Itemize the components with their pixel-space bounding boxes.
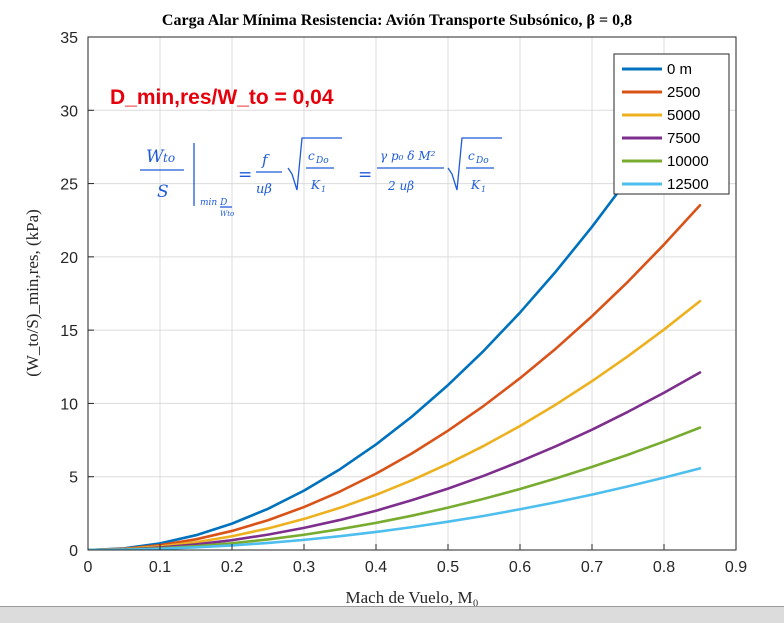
window-bottom-bar — [0, 606, 784, 623]
svg-text:1: 1 — [481, 185, 486, 194]
x-tick-label: 0.9 — [725, 559, 747, 576]
legend-box — [613, 53, 730, 195]
svg-text:c: c — [468, 149, 475, 163]
drag-ratio-annotation: D_min,res/W_to = 0,04 — [110, 86, 334, 109]
svg-text:K: K — [310, 178, 321, 192]
svg-text:f: f — [261, 151, 270, 169]
y-axis-ticks: 0 5 10 15 20 25 30 35 — [60, 30, 94, 560]
series-lines — [88, 72, 702, 550]
legend-label: 12500 — [667, 176, 709, 193]
x-tick-label: 0.8 — [653, 559, 675, 576]
x-tick-label: 0.4 — [365, 559, 387, 576]
x-tick-label: 0.1 — [149, 559, 171, 576]
svg-text:2 uβ: 2 uβ — [387, 179, 414, 193]
svg-text:to: to — [163, 151, 175, 165]
svg-text:=: = — [358, 165, 372, 185]
svg-text:γ p₀ δ M²: γ p₀ δ M² — [380, 149, 436, 163]
y-tick-label: 15 — [60, 323, 78, 340]
series-line-3 — [88, 371, 702, 550]
x-axis-label: Mach de Vuelo, M₀ — [345, 588, 478, 606]
svg-text:min D: min D — [200, 198, 227, 208]
svg-text:1: 1 — [321, 185, 326, 194]
y-tick-label: 0 — [69, 543, 78, 560]
svg-text:Do: Do — [315, 156, 329, 166]
x-tick-label: 0 — [84, 559, 93, 576]
y-tick-label: 10 — [60, 396, 78, 413]
legend-label: 2500 — [667, 84, 700, 101]
svg-text:Do: Do — [475, 156, 489, 166]
series-line-2 — [88, 299, 702, 550]
series-line-0 — [88, 72, 702, 550]
x-tick-label: 0.5 — [437, 559, 459, 576]
chart: Carga Alar Mínima Resistencia: Avión Tra… — [23, 12, 748, 607]
y-tick-label: 30 — [60, 103, 78, 120]
svg-text:c: c — [308, 149, 315, 163]
x-axis-ticks: 0 0.1 0.2 0.3 0.4 0.5 0.6 0.7 0.8 0.9 — [84, 544, 747, 576]
svg-text:Wto: Wto — [220, 210, 234, 218]
svg-text:W: W — [146, 147, 165, 167]
y-axis-label: (W_to/S)_min,res, (kPa) — [23, 209, 42, 377]
svg-text:S: S — [157, 182, 169, 202]
x-tick-label: 0.3 — [293, 559, 315, 576]
legend-label: 5000 — [667, 107, 700, 124]
svg-text:=: = — [238, 165, 252, 185]
legend-label: 10000 — [667, 153, 709, 170]
chart-title: Carga Alar Mínima Resistencia: Avión Tra… — [162, 12, 632, 29]
series-line-1 — [88, 203, 702, 550]
x-tick-label: 0.6 — [509, 559, 531, 576]
legend-label: 7500 — [667, 130, 700, 147]
svg-text:uβ: uβ — [256, 182, 272, 197]
x-tick-label: 0.2 — [221, 559, 243, 576]
y-tick-label: 35 — [60, 30, 78, 47]
x-tick-label: 0.7 — [581, 559, 603, 576]
plot-border — [87, 36, 737, 551]
legend: 0 m 2500 5000 7500 10000 12500 — [613, 53, 730, 195]
y-tick-label: 25 — [60, 177, 78, 194]
handwritten-formula: W to S min D Wto = f uβ c Do K 1 = γ p₀ … — [140, 137, 502, 218]
y-tick-label: 20 — [60, 250, 78, 267]
legend-label: 0 m — [667, 61, 692, 78]
y-tick-label: 5 — [69, 470, 78, 487]
series-line-5 — [88, 467, 702, 550]
svg-text:K: K — [470, 178, 481, 192]
